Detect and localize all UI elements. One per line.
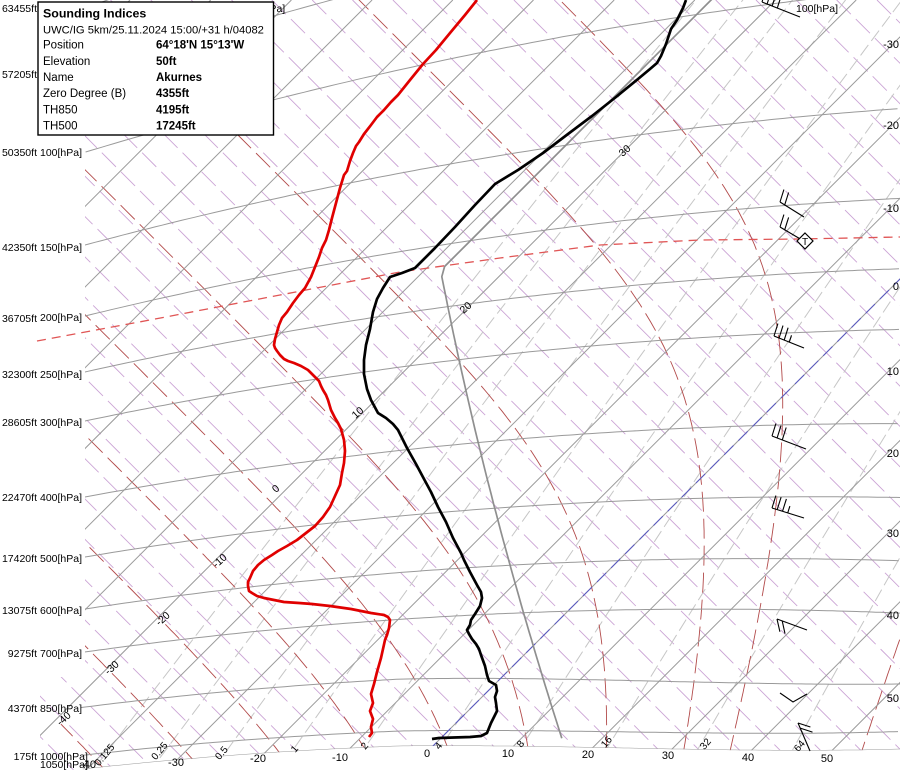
svg-text:250[hPa]: 250[hPa] [40, 369, 82, 381]
svg-text:30: 30 [887, 528, 899, 540]
svg-text:50: 50 [821, 753, 833, 765]
svg-text:40: 40 [887, 610, 899, 622]
svg-text:0: 0 [424, 748, 430, 760]
svg-text:30: 30 [662, 750, 674, 762]
svg-text:-10: -10 [883, 203, 899, 215]
svg-text:50350ft: 50350ft [2, 147, 37, 159]
svg-text:Elevation: Elevation [43, 56, 90, 68]
svg-text:10: 10 [887, 366, 899, 378]
svg-text:Position: Position [43, 40, 84, 52]
svg-text:4: 4 [433, 740, 445, 752]
svg-text:4195ft: 4195ft [156, 105, 189, 117]
svg-text:20: 20 [887, 448, 899, 460]
svg-text:600[hPa]: 600[hPa] [40, 605, 82, 617]
svg-text:-10: -10 [332, 752, 348, 764]
svg-text:150[hPa]: 150[hPa] [40, 242, 82, 254]
svg-text:T: T [802, 237, 808, 248]
svg-text:300[hPa]: 300[hPa] [40, 417, 82, 429]
svg-text:1000[hPa]: 1000[hPa] [40, 751, 88, 763]
svg-text:17420ft: 17420ft [2, 553, 37, 565]
svg-text:-40: -40 [80, 759, 96, 771]
svg-text:0: 0 [893, 281, 899, 293]
svg-text:50ft: 50ft [156, 56, 177, 68]
svg-text:28605ft: 28605ft [2, 417, 37, 429]
svg-text:64°18'N 15°13'W: 64°18'N 15°13'W [156, 40, 244, 52]
svg-text:TH850: TH850 [43, 105, 78, 117]
svg-text:32300ft: 32300ft [2, 369, 37, 381]
svg-text:Sounding Indices: Sounding Indices [43, 7, 146, 21]
svg-text:850[hPa]: 850[hPa] [40, 703, 82, 715]
svg-text:UWC/IG 5km/25.11.2024 15:00/+3: UWC/IG 5km/25.11.2024 15:00/+31 h/04082 [43, 25, 264, 37]
svg-text:500[hPa]: 500[hPa] [40, 553, 82, 565]
svg-text:1: 1 [289, 743, 301, 755]
svg-text:-20: -20 [883, 120, 899, 132]
svg-text:100[hPa]: 100[hPa] [796, 3, 838, 15]
svg-text:Name: Name [43, 72, 74, 84]
svg-text:200[hPa]: 200[hPa] [40, 312, 82, 324]
svg-text:8: 8 [515, 738, 527, 750]
svg-text:10: 10 [502, 748, 514, 760]
svg-text:175ft: 175ft [14, 751, 37, 763]
svg-text:20: 20 [582, 749, 594, 761]
svg-text:42350ft: 42350ft [2, 242, 37, 254]
svg-text:13075ft: 13075ft [2, 605, 37, 617]
svg-text:TH500: TH500 [43, 121, 78, 133]
svg-text:-20: -20 [250, 753, 266, 765]
svg-text:2: 2 [359, 740, 371, 752]
svg-text:36705ft: 36705ft [2, 313, 37, 325]
svg-text:4370ft: 4370ft [8, 703, 37, 715]
svg-text:17245ft: 17245ft [156, 121, 196, 133]
svg-text:-30: -30 [883, 39, 899, 51]
svg-text:-30: -30 [168, 757, 184, 769]
svg-text:22470ft: 22470ft [2, 492, 37, 504]
svg-text:700[hPa]: 700[hPa] [40, 648, 82, 660]
svg-text:400[hPa]: 400[hPa] [40, 492, 82, 504]
svg-text:63455ft: 63455ft [2, 3, 37, 15]
svg-text:4355ft: 4355ft [156, 88, 189, 100]
svg-text:1050[hPa]: 1050[hPa] [40, 759, 88, 771]
svg-text:Akurnes: Akurnes [156, 72, 202, 84]
svg-text:9275ft: 9275ft [8, 648, 37, 660]
svg-text:40: 40 [742, 752, 754, 764]
svg-text:50: 50 [887, 693, 899, 705]
svg-text:57205ft: 57205ft [2, 69, 37, 81]
svg-text:Zero Degree (B): Zero Degree (B) [43, 88, 126, 100]
svg-text:100[hPa]: 100[hPa] [40, 147, 82, 159]
